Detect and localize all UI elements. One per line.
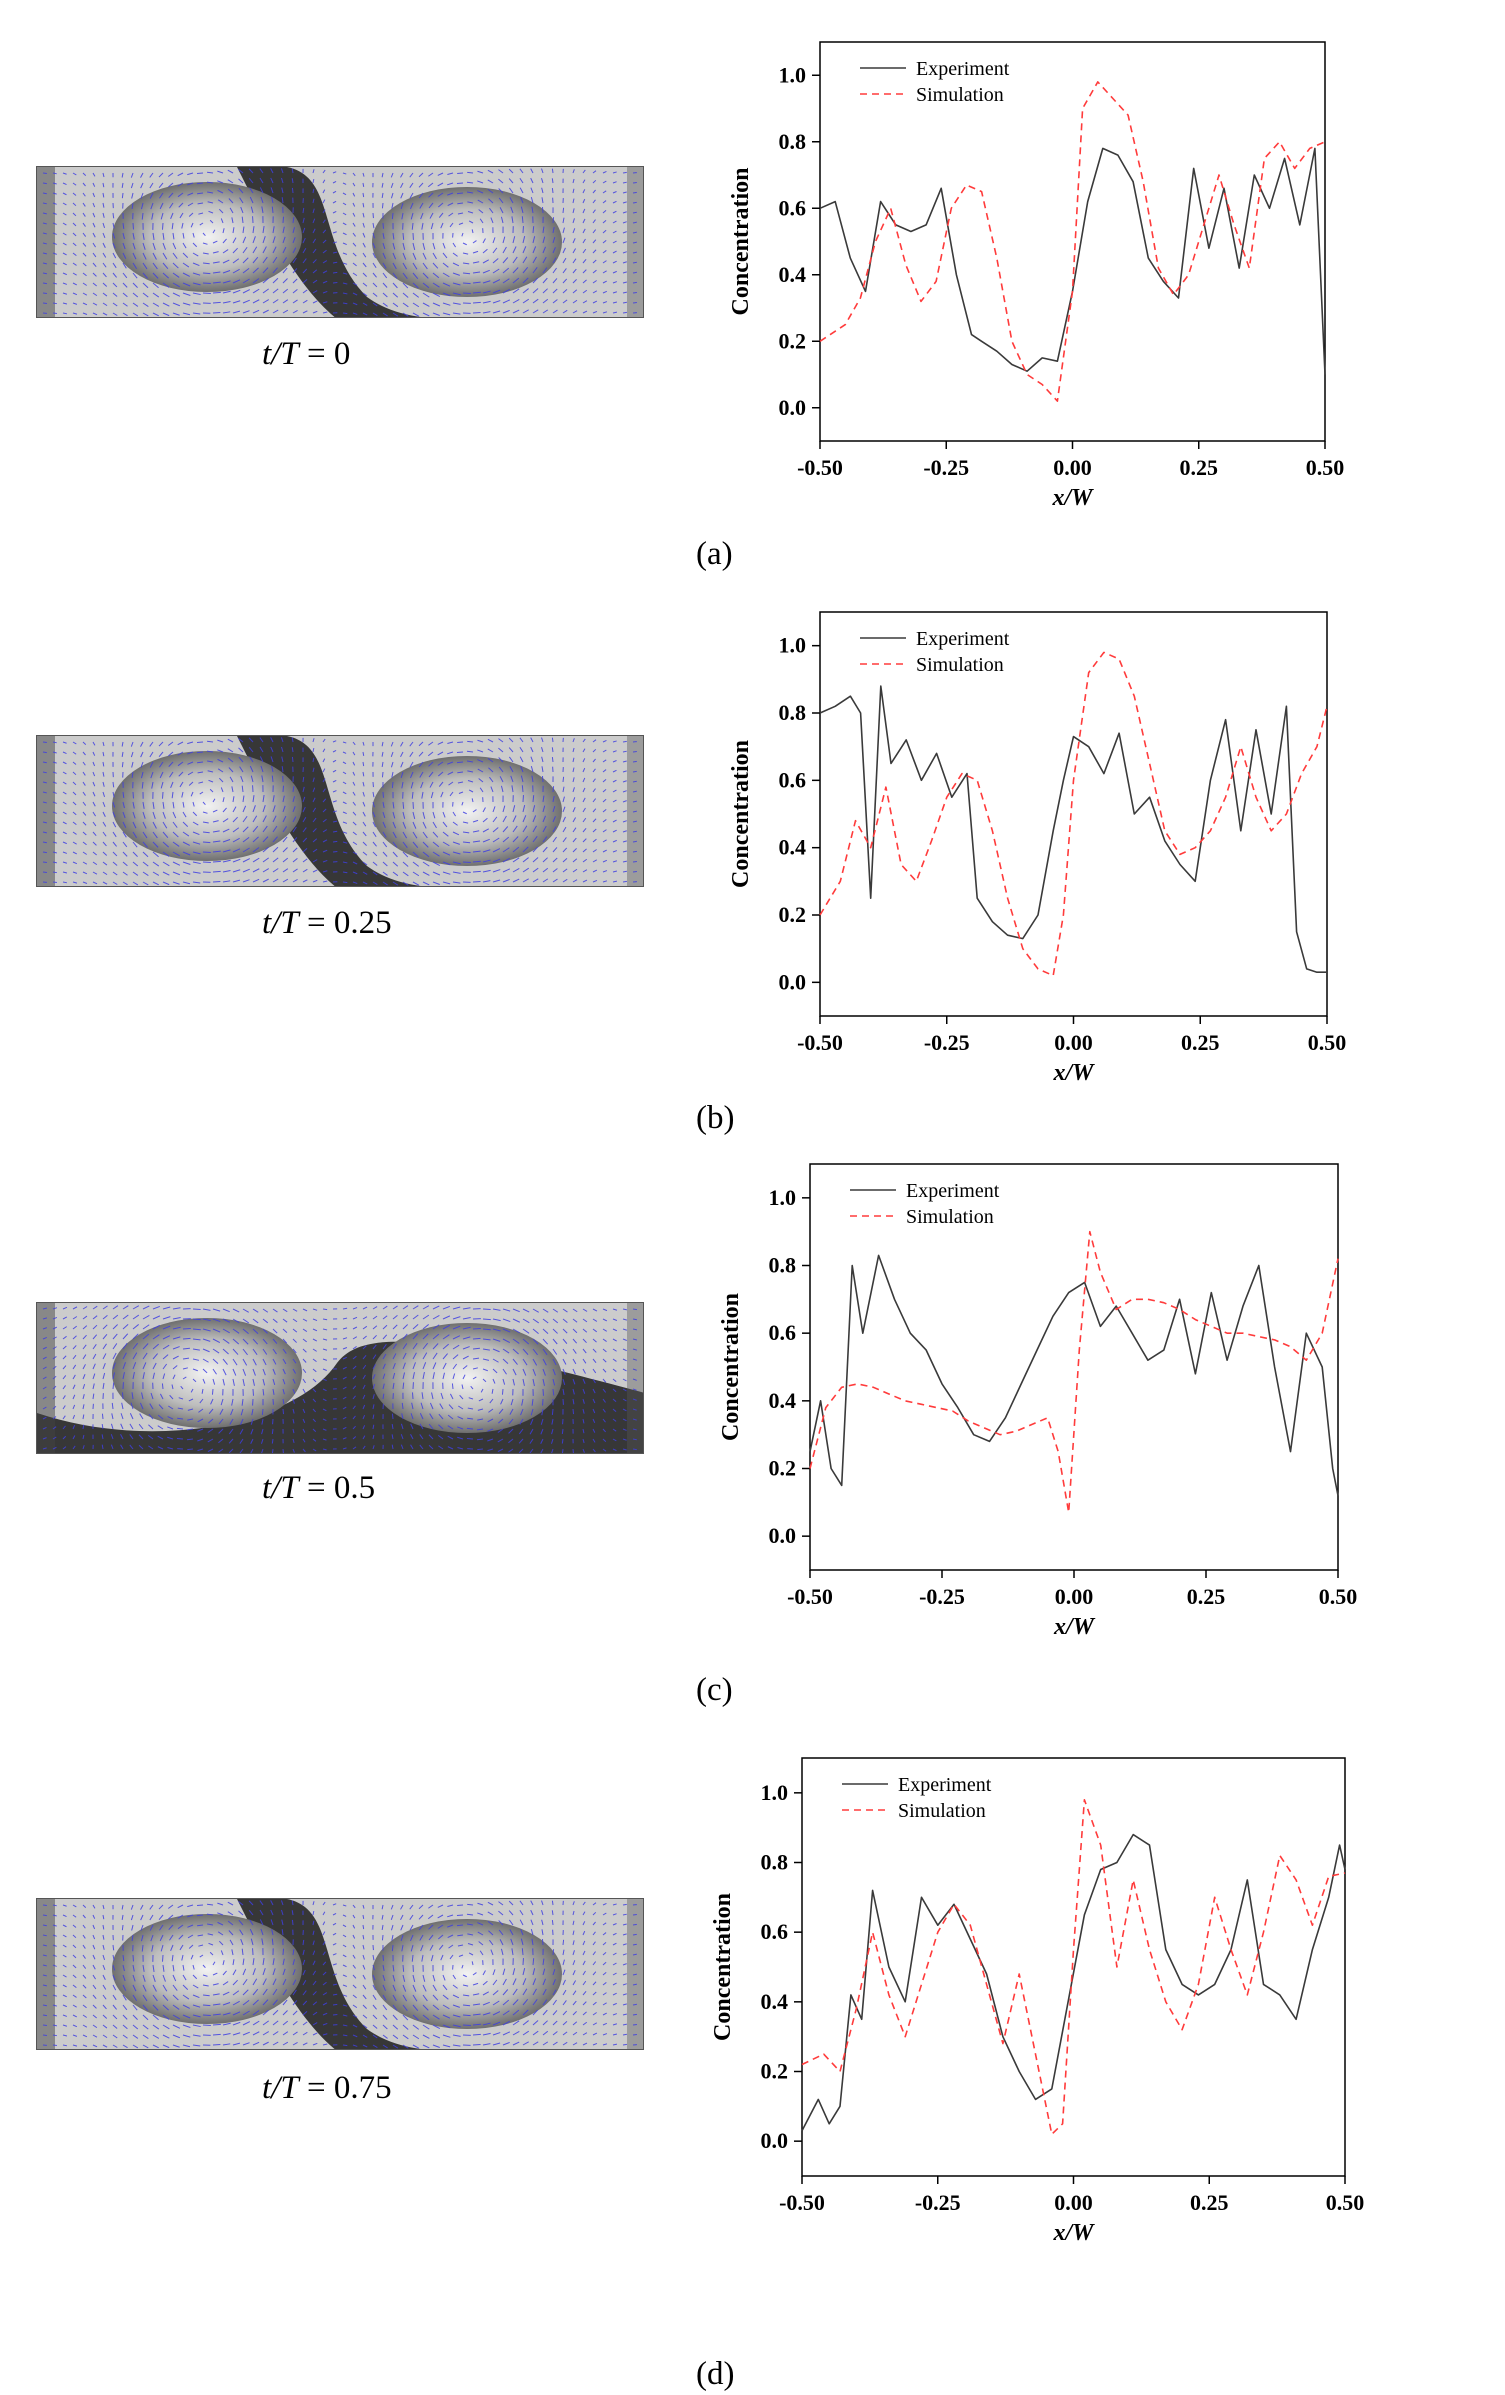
x-tick-label: 0.00	[1054, 1030, 1093, 1055]
experiment-series-line	[809, 1254, 1339, 1496]
time-label: t/T = 0.75	[262, 2070, 392, 2107]
legend-label: Simulation	[916, 654, 1004, 676]
y-tick-label: 0.2	[761, 2059, 789, 2084]
velocity-field-image	[36, 1302, 644, 1454]
legend-label: Simulation	[898, 1800, 986, 1822]
simulation-series-line	[819, 651, 1328, 977]
experiment-series-line	[819, 147, 1326, 375]
time-value: = 0	[298, 336, 351, 372]
concentration-chart: -0.50 -0.25 0.00 0.25 0.50 0.0 0.2 0.4 0.6 0.8 1.0…	[728, 41, 1345, 511]
y-tick-label: 0.6	[761, 1919, 789, 1944]
y-tick-label: 0.6	[779, 767, 807, 792]
x-tick-label: 0.00	[1054, 2190, 1093, 2215]
y-tick-label: 0.8	[779, 129, 807, 154]
x-tick-label: -0.50	[779, 2190, 825, 2215]
concentration-chart: -0.50 -0.25 0.00 0.25 0.50 0.0 0.2 0.4 0.6 0.8 1.0…	[728, 611, 1347, 1086]
simulation-series-line	[801, 1799, 1346, 2135]
y-tick-label: 0.2	[769, 1456, 797, 1481]
y-axis-label: Concentration	[718, 1293, 744, 1441]
legend-label: Experiment	[916, 628, 1010, 650]
x-axis-label: x/W	[1052, 2220, 1095, 2246]
simulation-series-line	[809, 1230, 1339, 1514]
time-label: t/T = 0	[262, 336, 350, 373]
x-tick-label: 0.50	[1308, 1030, 1347, 1055]
time-label: t/T = 0.5	[262, 1470, 375, 1507]
y-axis-label: Concentration	[728, 168, 754, 316]
x-tick-label: 0.00	[1055, 1584, 1094, 1609]
time-value: = 0.75	[298, 2070, 392, 2106]
x-axis-label: x/W	[1051, 485, 1094, 511]
concentration-chart: -0.50 -0.25 0.00 0.25 0.50 0.0 0.2 0.4 0.6 0.8 1.0…	[718, 1163, 1358, 1640]
y-tick-label: 0.0	[779, 395, 807, 420]
y-tick-label: 1.0	[779, 633, 807, 658]
y-tick-label: 0.8	[779, 700, 807, 725]
x-tick-label: 0.25	[1181, 1030, 1220, 1055]
x-tick-label: -0.50	[797, 1030, 843, 1055]
y-tick-label: 1.0	[779, 62, 807, 87]
x-tick-label: 0.50	[1319, 1584, 1358, 1609]
x-tick-label: 0.50	[1326, 2190, 1365, 2215]
x-tick-label: -0.25	[919, 1584, 965, 1609]
panel-label: (a)	[696, 536, 733, 572]
legend-label: Simulation	[916, 84, 1004, 106]
x-tick-label: -0.50	[797, 455, 843, 480]
legend-label: Experiment	[916, 58, 1010, 80]
time-label: t/T = 0.25	[262, 905, 392, 942]
y-axis-label: Concentration	[710, 1893, 736, 2041]
panel-label: (c)	[696, 1672, 733, 1708]
y-tick-label: 0.8	[769, 1253, 797, 1278]
y-tick-label: 0.6	[769, 1320, 797, 1345]
time-variable: t/T	[262, 905, 299, 941]
x-tick-label: 0.00	[1053, 455, 1092, 480]
y-tick-label: 1.0	[769, 1185, 797, 1210]
y-tick-label: 0.0	[761, 2128, 789, 2153]
experiment-series-line	[801, 1833, 1346, 2132]
x-tick-label: -0.25	[924, 1030, 970, 1055]
y-tick-label: 0.8	[761, 1850, 789, 1875]
time-value: = 0.5	[298, 1470, 376, 1506]
legend-label: Experiment	[898, 1774, 992, 1796]
time-variable: t/T	[262, 2070, 299, 2106]
x-tick-label: -0.25	[923, 455, 969, 480]
time-value: = 0.25	[298, 905, 392, 941]
simulation-series-line	[819, 81, 1326, 402]
time-variable: t/T	[262, 336, 299, 372]
x-axis-label: x/W	[1053, 1614, 1096, 1640]
x-tick-label: 0.50	[1306, 455, 1345, 480]
y-tick-label: 0.2	[779, 902, 807, 927]
velocity-field-image	[36, 166, 644, 318]
plot-frame	[819, 611, 1328, 1017]
velocity-field-image	[36, 1898, 644, 2050]
time-variable: t/T	[262, 1470, 299, 1506]
y-tick-label: 0.0	[779, 969, 807, 994]
velocity-field-image	[36, 735, 644, 887]
plot-frame	[819, 41, 1326, 442]
y-tick-label: 0.4	[779, 262, 807, 287]
y-tick-label: 0.4	[761, 1989, 789, 2014]
x-tick-label: -0.50	[787, 1584, 833, 1609]
x-tick-label: 0.25	[1190, 2190, 1229, 2215]
x-tick-label: 0.25	[1187, 1584, 1226, 1609]
x-axis-label: x/W	[1052, 1060, 1095, 1086]
y-axis-label: Concentration	[728, 740, 754, 888]
y-tick-label: 0.6	[779, 195, 807, 220]
plot-frame	[801, 1757, 1346, 2177]
panel-label: (b)	[696, 1100, 735, 1136]
experiment-series-line	[819, 685, 1327, 973]
y-tick-label: 0.4	[769, 1388, 797, 1413]
y-tick-label: 0.2	[779, 328, 807, 353]
y-tick-label: 0.4	[779, 835, 807, 860]
legend-label: Experiment	[906, 1180, 1000, 1202]
y-tick-label: 0.0	[769, 1523, 797, 1548]
plot-frame	[809, 1163, 1339, 1571]
panel-label: (d)	[696, 2356, 735, 2392]
x-tick-label: 0.25	[1180, 455, 1219, 480]
concentration-chart: -0.50 -0.25 0.00 0.25 0.50 0.0 0.2 0.4 0.6 0.8 1.0…	[710, 1757, 1365, 2246]
x-tick-label: -0.25	[915, 2190, 961, 2215]
legend-label: Simulation	[906, 1206, 994, 1228]
y-tick-label: 1.0	[761, 1780, 789, 1805]
